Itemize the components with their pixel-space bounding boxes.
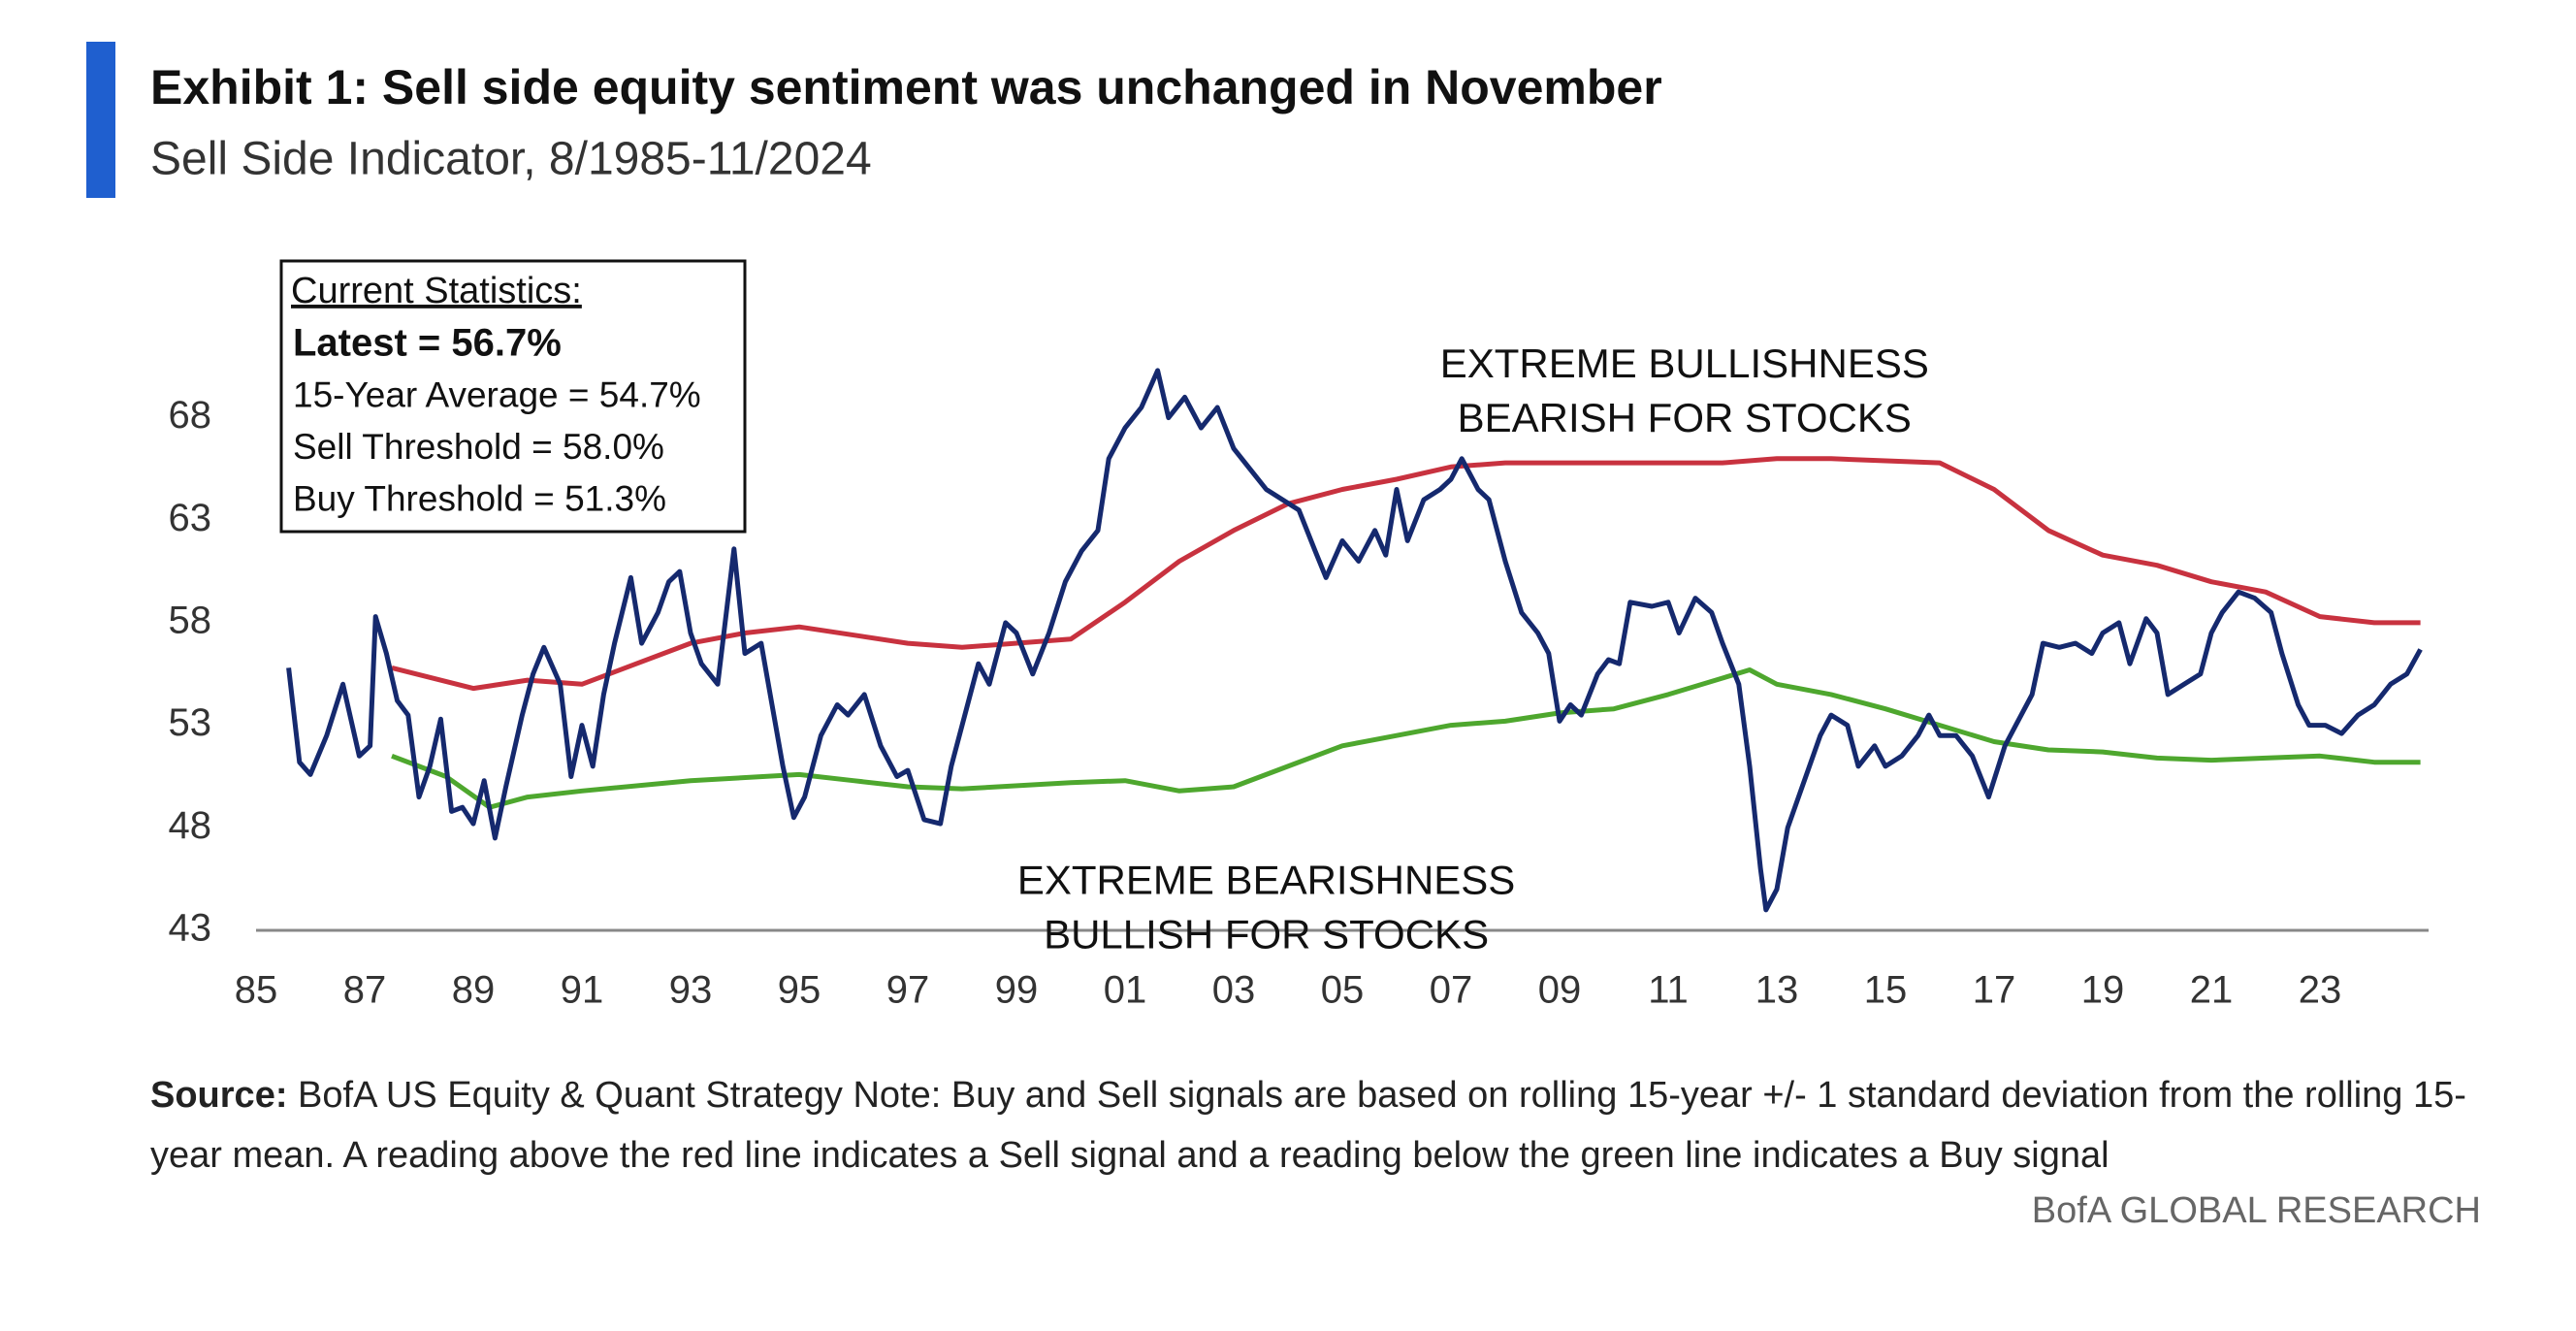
x-tick-label: 01	[1104, 969, 1147, 1012]
x-tick-label: 11	[1648, 969, 1689, 1012]
x-tick-label: 89	[452, 969, 496, 1012]
series-line	[391, 667, 2421, 810]
x-tick-label: 21	[2190, 969, 2234, 1012]
series-line	[391, 456, 2421, 692]
series-line	[286, 368, 2423, 913]
stats-box	[279, 259, 747, 534]
y-tick-label: 53	[169, 701, 212, 744]
x-tick-label: 05	[1321, 969, 1365, 1012]
x-tick-label: 85	[235, 969, 278, 1012]
annotation: EXTREME BEARISHNESS	[1017, 857, 1515, 902]
title-accent	[86, 42, 115, 198]
annotation: BEARISH FOR STOCKS	[1458, 395, 1912, 440]
x-tick-label: 97	[886, 969, 930, 1012]
stats-line: Buy Threshold = 51.3%	[293, 478, 666, 518]
x-tick-label: 03	[1212, 969, 1256, 1012]
source-note: Source: BofA US Equity & Quant Strategy …	[150, 1065, 2497, 1185]
x-tick-label: 93	[669, 969, 713, 1012]
x-tick-label: 91	[561, 969, 604, 1012]
x-tick-label: 99	[995, 969, 1039, 1012]
x-tick-label: 07	[1430, 969, 1473, 1012]
y-tick-label: 63	[169, 497, 212, 539]
stats-line: Sell Threshold = 58.0%	[293, 427, 664, 467]
y-tick-label: 58	[169, 599, 212, 641]
chart-subtitle: Sell Side Indicator, 8/1985-11/2024	[150, 134, 872, 185]
annotation: BULLISH FOR STOCKS	[1044, 911, 1489, 957]
stats-heading: Current Statistics:	[291, 271, 582, 311]
annotation: EXTREME BULLISHNESS	[1440, 341, 1929, 386]
y-tick-label: 43	[169, 907, 212, 950]
x-tick-label: 09	[1538, 969, 1582, 1012]
stats-line: Latest = 56.7%	[293, 322, 562, 365]
brand: BofA GLOBAL RESEARCH	[2032, 1190, 2481, 1231]
source-label: Source:	[150, 1075, 288, 1116]
x-tick-label: 19	[2081, 969, 2125, 1012]
stats-line: 15-Year Average = 54.7%	[293, 374, 701, 414]
x-tick-label: 23	[2299, 969, 2342, 1012]
y-tick-label: 68	[169, 394, 212, 437]
x-tick-label: 87	[343, 969, 387, 1012]
source-text: BofA US Equity & Quant Strategy Note: Bu…	[150, 1075, 2466, 1176]
x-tick-label: 13	[1755, 969, 1799, 1012]
y-tick-label: 48	[169, 804, 212, 847]
x-tick-label: 17	[1973, 969, 2016, 1012]
chart-title: Exhibit 1: Sell side equity sentiment wa…	[150, 60, 1662, 114]
x-tick-label: 95	[778, 969, 821, 1012]
x-tick-label: 15	[1864, 969, 1908, 1012]
